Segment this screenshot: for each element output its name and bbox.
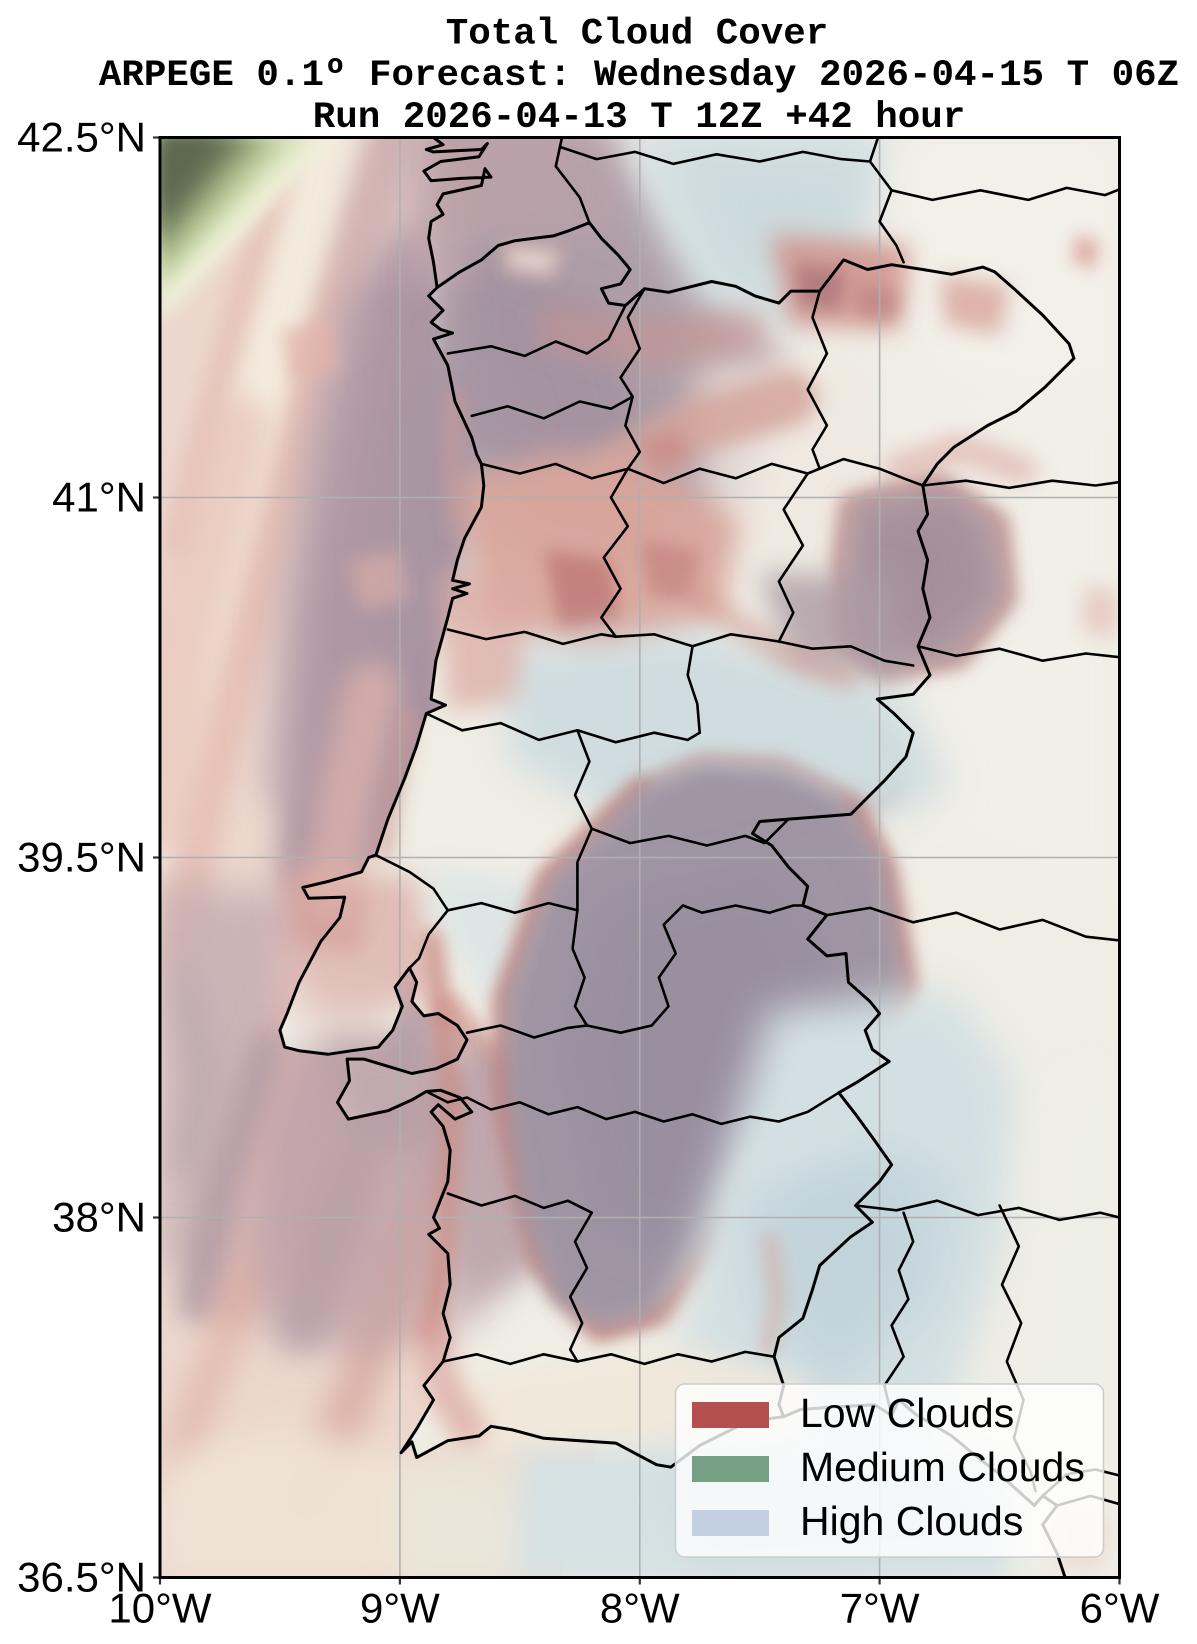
svg-text:38°N: 38°N — [52, 1194, 146, 1241]
svg-text:7°W: 7°W — [840, 1585, 920, 1632]
svg-text:High Clouds: High Clouds — [800, 1498, 1023, 1544]
svg-text:8°W: 8°W — [600, 1585, 680, 1632]
svg-text:9°W: 9°W — [360, 1585, 440, 1632]
svg-text:Total Cloud Cover: Total Cloud Cover — [446, 14, 829, 56]
svg-text:10°W: 10°W — [108, 1585, 212, 1632]
svg-text:Low Clouds: Low Clouds — [800, 1390, 1014, 1436]
svg-text:ARPEGE 0.1º Forecast: Wednesda: ARPEGE 0.1º Forecast: Wednesday 2026-04-… — [99, 55, 1179, 97]
svg-text:41°N: 41°N — [52, 474, 146, 521]
svg-text:39.5°N: 39.5°N — [17, 834, 146, 881]
svg-text:Run 2026-04-13 T 12Z +42 hour: Run 2026-04-13 T 12Z +42 hour — [313, 97, 966, 139]
svg-text:6°W: 6°W — [1080, 1585, 1160, 1632]
svg-text:42.5°N: 42.5°N — [17, 114, 146, 161]
svg-text:36.5°N: 36.5°N — [17, 1554, 146, 1601]
svg-text:Medium Clouds: Medium Clouds — [800, 1444, 1085, 1490]
